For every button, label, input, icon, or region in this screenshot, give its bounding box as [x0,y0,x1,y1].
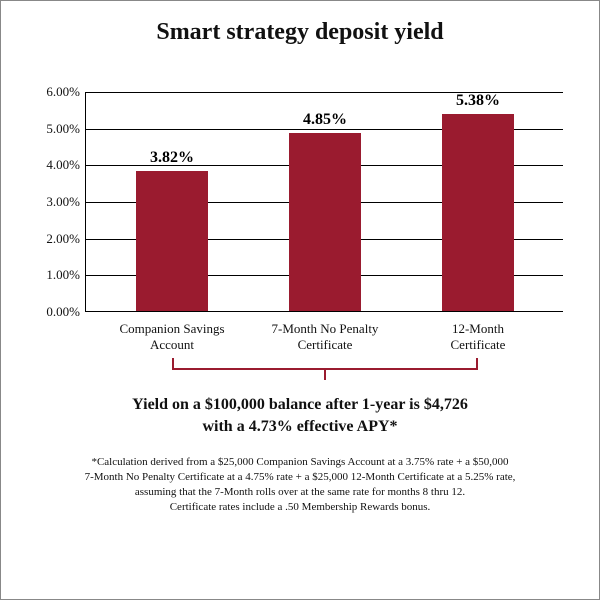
plot-area: 0.00%1.00%2.00%3.00%4.00%5.00%6.00%3.82%… [85,92,563,312]
callout: Yield on a $100,000 balance after 1-year… [25,394,575,437]
x-axis-label: Companion SavingsAccount [97,311,247,354]
x-axis-label: 12-MonthCertificate [403,311,553,354]
bar-chart: 0.00%1.00%2.00%3.00%4.00%5.00%6.00%3.82%… [25,62,575,312]
chart-card: Smart strategy deposit yield 0.00% 1.00% 2… [0,0,600,600]
y-axis-label: 4.00% [46,157,86,173]
footnote-line2: 7-Month No Penalty Certificate at a 4.75… [25,470,575,485]
bar-value-label: 5.38% [456,92,500,114]
footnote-line1: *Calculation derived from a $25,000 Comp… [25,455,575,470]
y-axis-label: 0.00% [46,304,86,320]
callout-line2: with a 4.73% effective APY* [25,416,575,438]
chart-title: Smart strategy deposit yield [25,19,575,46]
x-axis-label: 7-Month No PenaltyCertificate [250,311,400,354]
callout-line1: Yield on a $100,000 balance after 1-year… [25,394,575,416]
y-axis-label: 5.00% [46,121,86,137]
y-axis-label: 2.00% [46,231,86,247]
footnote-line4: Certificate rates include a .50 Membersh… [25,500,575,515]
bar-companion: 3.82% [136,171,208,311]
bar-twelvemo: 5.38% [442,114,514,311]
footnote: *Calculation derived from a $25,000 Comp… [25,455,575,514]
footnote-line3: assuming that the 7-Month rolls over at … [25,485,575,500]
chart-area: 0.00% 1.00% 2.00% 3.00% 4.00% 5.00% 6.00% 3.82%… [25,62,575,386]
y-axis-label: 3.00% [46,194,86,210]
y-axis-label: 1.00% [46,267,86,283]
bar-value-label: 4.85% [303,111,347,133]
bar-sevenmo: 4.85% [289,133,361,311]
y-axis-label: 6.00% [46,84,86,100]
bar-value-label: 3.82% [150,149,194,171]
